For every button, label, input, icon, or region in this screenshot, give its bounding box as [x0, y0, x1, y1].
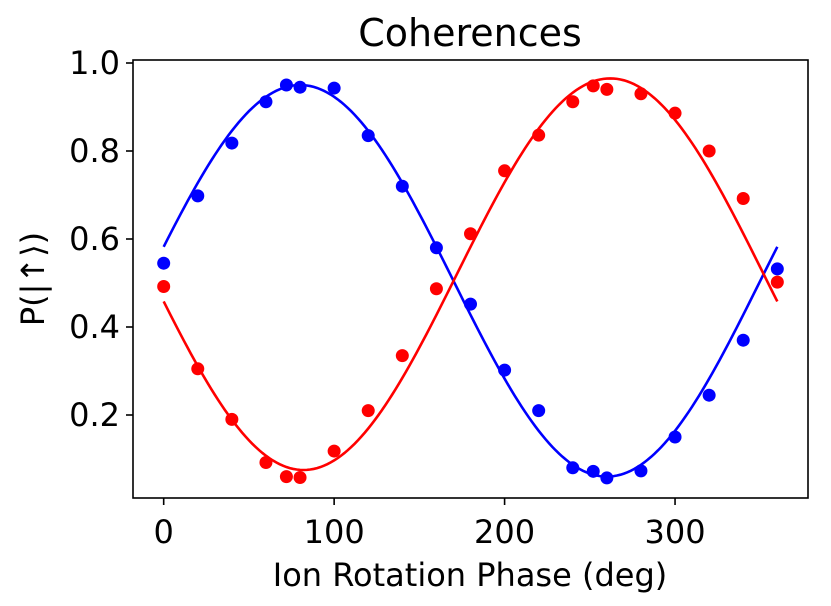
- data-point-red-7: [361, 404, 375, 418]
- data-point-blue-3: [259, 95, 273, 109]
- data-point-blue-0: [157, 256, 171, 270]
- x-tick-label-0: 0: [154, 513, 174, 551]
- data-point-blue-7: [361, 129, 375, 143]
- data-point-blue-18: [702, 388, 716, 402]
- data-point-red-9: [429, 282, 443, 296]
- data-point-red-8: [395, 349, 409, 363]
- data-point-red-19: [736, 192, 750, 206]
- data-point-blue-14: [586, 464, 600, 478]
- data-point-red-11: [498, 164, 512, 178]
- data-point-blue-20: [770, 262, 784, 276]
- data-point-red-20: [770, 275, 784, 289]
- data-point-red-10: [464, 227, 477, 241]
- x-tick-label-3: 300: [645, 513, 706, 551]
- data-point-blue-9: [429, 241, 443, 255]
- y-tick-label-0: 0.2: [69, 396, 120, 434]
- data-point-blue-2: [225, 136, 239, 150]
- data-point-red-17: [668, 106, 682, 120]
- x-axis: 0 100 200 300: [154, 498, 706, 551]
- data-point-blue-16: [634, 464, 648, 478]
- chart-title: Coherences: [358, 11, 582, 55]
- data-point-red-14: [586, 79, 600, 93]
- data-point-red-13: [566, 95, 580, 109]
- data-point-blue-13: [566, 461, 580, 475]
- data-point-blue-11: [498, 363, 512, 377]
- plot-frame: [132, 59, 809, 499]
- data-point-blue-17: [668, 430, 682, 444]
- x-axis-label: Ion Rotation Phase (deg): [273, 556, 667, 594]
- data-point-red-6: [327, 444, 341, 458]
- data-point-red-1: [191, 362, 205, 376]
- y-tick-label-4: 1.0: [69, 44, 120, 82]
- data-point-red-3: [259, 456, 273, 470]
- data-point-red-15: [600, 82, 614, 96]
- data-point-red-2: [225, 412, 239, 426]
- y-tick-label-3: 0.8: [69, 132, 120, 170]
- x-tick-label-1: 100: [304, 513, 365, 551]
- y-tick-label-1: 0.4: [69, 308, 120, 346]
- y-axis: 0.2 0.4 0.6 0.8 1.0: [69, 44, 133, 434]
- data-point-red-5: [293, 470, 307, 484]
- data-point-blue-15: [600, 471, 614, 485]
- data-point-blue-4: [279, 78, 293, 92]
- data-point-blue-10: [464, 297, 477, 311]
- data-point-red-18: [702, 144, 716, 158]
- data-point-blue-12: [532, 404, 546, 418]
- data-point-red-4: [279, 470, 293, 484]
- y-axis-label: P(|↑⟩): [14, 232, 52, 326]
- data-point-red-12: [532, 128, 546, 142]
- y-tick-label-2: 0.6: [69, 220, 120, 258]
- plot-area: [157, 77, 784, 485]
- data-point-red-16: [634, 87, 648, 101]
- data-point-blue-6: [327, 81, 341, 95]
- data-point-blue-1: [191, 189, 205, 203]
- data-point-blue-8: [395, 179, 409, 193]
- x-tick-label-2: 200: [474, 513, 535, 551]
- fit-curve-1: [162, 77, 779, 472]
- fit-curve-0: [162, 83, 779, 478]
- data-point-blue-5: [293, 80, 307, 94]
- data-point-red-0: [157, 280, 171, 294]
- data-point-blue-19: [736, 333, 750, 347]
